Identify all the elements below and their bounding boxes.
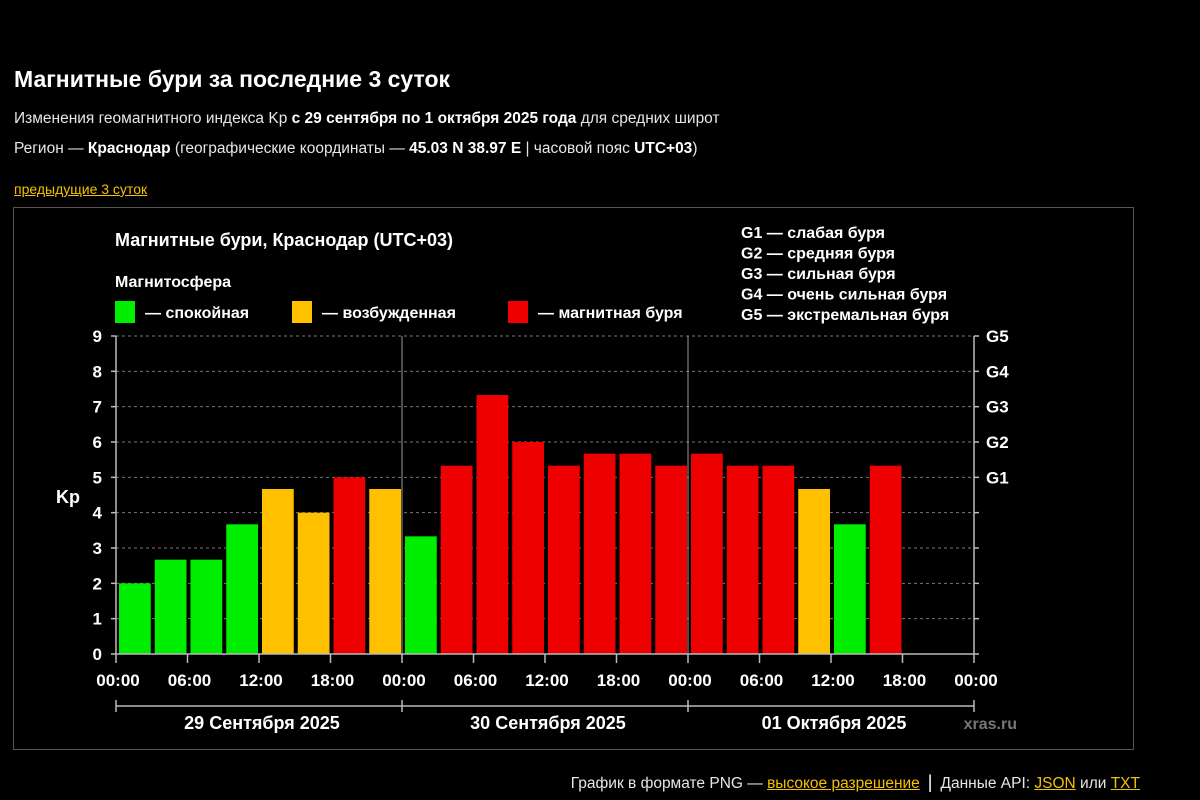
kp-bar <box>869 465 902 654</box>
legend-swatch-2 <box>508 301 528 323</box>
watermark: xras.ru <box>964 716 1017 733</box>
storm-legend-2: G2 — средняя буря <box>741 246 895 263</box>
y-tick-label: 6 <box>93 433 102 452</box>
kp-bar <box>226 524 258 654</box>
y-axis-label: Kp <box>56 487 80 507</box>
x-tick-label: 18:00 <box>597 671 640 690</box>
legend-label-0: — спокойная <box>145 305 249 322</box>
storm-legend-1: G1 — слабая буря <box>741 225 885 242</box>
y-tick-label: 7 <box>93 398 102 417</box>
previous-3-days-link[interactable]: предыдущие 3 суток <box>14 181 148 197</box>
legend-label-1: — возбужденная <box>322 305 456 322</box>
kp-bar <box>297 512 330 654</box>
y-tick-label: 5 <box>93 468 102 487</box>
page-title: Магнитные бури за последние 3 суток <box>14 66 451 92</box>
y-tick-label: 3 <box>93 539 102 558</box>
kp-bar <box>369 488 401 654</box>
kp-bar <box>512 442 544 654</box>
x-tick-label: 18:00 <box>883 671 926 690</box>
region-end: ) <box>692 140 698 157</box>
x-tick-label: 18:00 <box>311 671 354 690</box>
y-tick-label: 0 <box>93 645 102 664</box>
kp-bar <box>405 536 437 654</box>
y-tick-label: 1 <box>93 610 102 629</box>
footer: График в формате PNG — высокое разрешени… <box>571 772 1140 793</box>
timezone-value: UTC+03 <box>634 140 693 157</box>
kp-bar <box>119 583 151 654</box>
g-scale-label: G1 <box>986 468 1009 487</box>
day-label: 29 Сентября 2025 <box>184 713 340 733</box>
g-scale-label: G2 <box>986 433 1009 452</box>
subtitle-region: Регион — Краснодар (географические коорд… <box>14 140 697 158</box>
kp-bar <box>619 453 652 654</box>
y-tick-label: 2 <box>93 574 102 593</box>
subtitle-dates: с 29 сентября по 1 октября 2025 года <box>291 110 577 127</box>
x-tick-label: 12:00 <box>239 671 282 690</box>
x-tick-label: 00:00 <box>96 671 139 690</box>
kp-bar <box>262 488 294 654</box>
day-label: 01 Октября 2025 <box>762 713 907 733</box>
timezone-prefix: | часовой пояс <box>521 140 635 157</box>
kp-bar <box>762 465 795 654</box>
x-tick-label: 06:00 <box>740 671 783 690</box>
y-tick-label: 4 <box>93 504 103 523</box>
region-name: Краснодар <box>87 140 171 157</box>
chart-frame: Магнитные бури, Краснодар (UTC+03) Магнит… <box>13 207 1134 750</box>
kp-bar <box>154 559 187 654</box>
storm-legend-4: G4 — очень сильная буря <box>741 287 947 304</box>
x-tick-label: 00:00 <box>954 671 997 690</box>
kp-bar <box>333 477 366 654</box>
day-label: 30 Сентября 2025 <box>470 713 626 733</box>
x-tick-label: 00:00 <box>382 671 425 690</box>
footer-api-text: Данные API: <box>940 775 1035 792</box>
kp-bar <box>691 453 723 654</box>
txt-link[interactable]: TXT <box>1110 775 1140 792</box>
g-scale-label: G4 <box>986 362 1009 381</box>
kp-bar <box>548 465 580 654</box>
coords-prefix: (географические координаты — <box>170 140 410 157</box>
legend-swatch-0 <box>115 301 135 323</box>
subtitle-period: Изменения геомагнитного индекса Kp с 29 … <box>14 110 720 128</box>
x-tick-label: 12:00 <box>525 671 568 690</box>
kp-bar <box>476 395 509 654</box>
g-scale-label: G5 <box>986 327 1009 346</box>
legend-title: Магнитосфера <box>115 274 231 291</box>
footer-or-text: или <box>1075 775 1111 792</box>
subtitle-suffix: для средних широт <box>576 110 720 127</box>
subtitle-prefix: Изменения геомагнитного индекса Kp <box>14 110 292 127</box>
kp-bar <box>726 465 759 654</box>
json-link[interactable]: JSON <box>1034 775 1076 792</box>
kp-bar <box>798 488 830 654</box>
chart-title: Магнитные бури, Краснодар (UTC+03) <box>115 230 453 250</box>
kp-bar <box>190 559 223 654</box>
storm-legend-5: G5 — экстремальная буря <box>741 307 949 324</box>
x-tick-label: 00:00 <box>668 671 711 690</box>
kp-bar <box>583 453 616 654</box>
legend-label-2: — магнитная буря <box>538 305 683 322</box>
y-tick-label: 9 <box>93 327 102 346</box>
kp-bar <box>655 465 687 654</box>
storm-legend-3: G3 — сильная буря <box>741 266 896 283</box>
high-resolution-link[interactable]: высокое разрешение <box>767 775 920 792</box>
x-tick-label: 06:00 <box>454 671 497 690</box>
region-prefix: Регион — <box>14 140 88 157</box>
kp-chart: Магнитные бури, Краснодар (UTC+03) Магнит… <box>56 225 1017 733</box>
g-scale-label: G3 <box>986 398 1009 417</box>
y-tick-label: 8 <box>93 362 102 381</box>
footer-png-text: График в формате PNG — <box>570 775 768 792</box>
coords-value: 45.03 N 38.97 E <box>409 140 522 157</box>
kp-bar <box>834 524 866 654</box>
x-tick-label: 06:00 <box>168 671 211 690</box>
footer-separator: | <box>927 772 933 792</box>
legend-swatch-1 <box>292 301 312 323</box>
kp-bar <box>440 465 473 654</box>
x-tick-label: 12:00 <box>811 671 854 690</box>
